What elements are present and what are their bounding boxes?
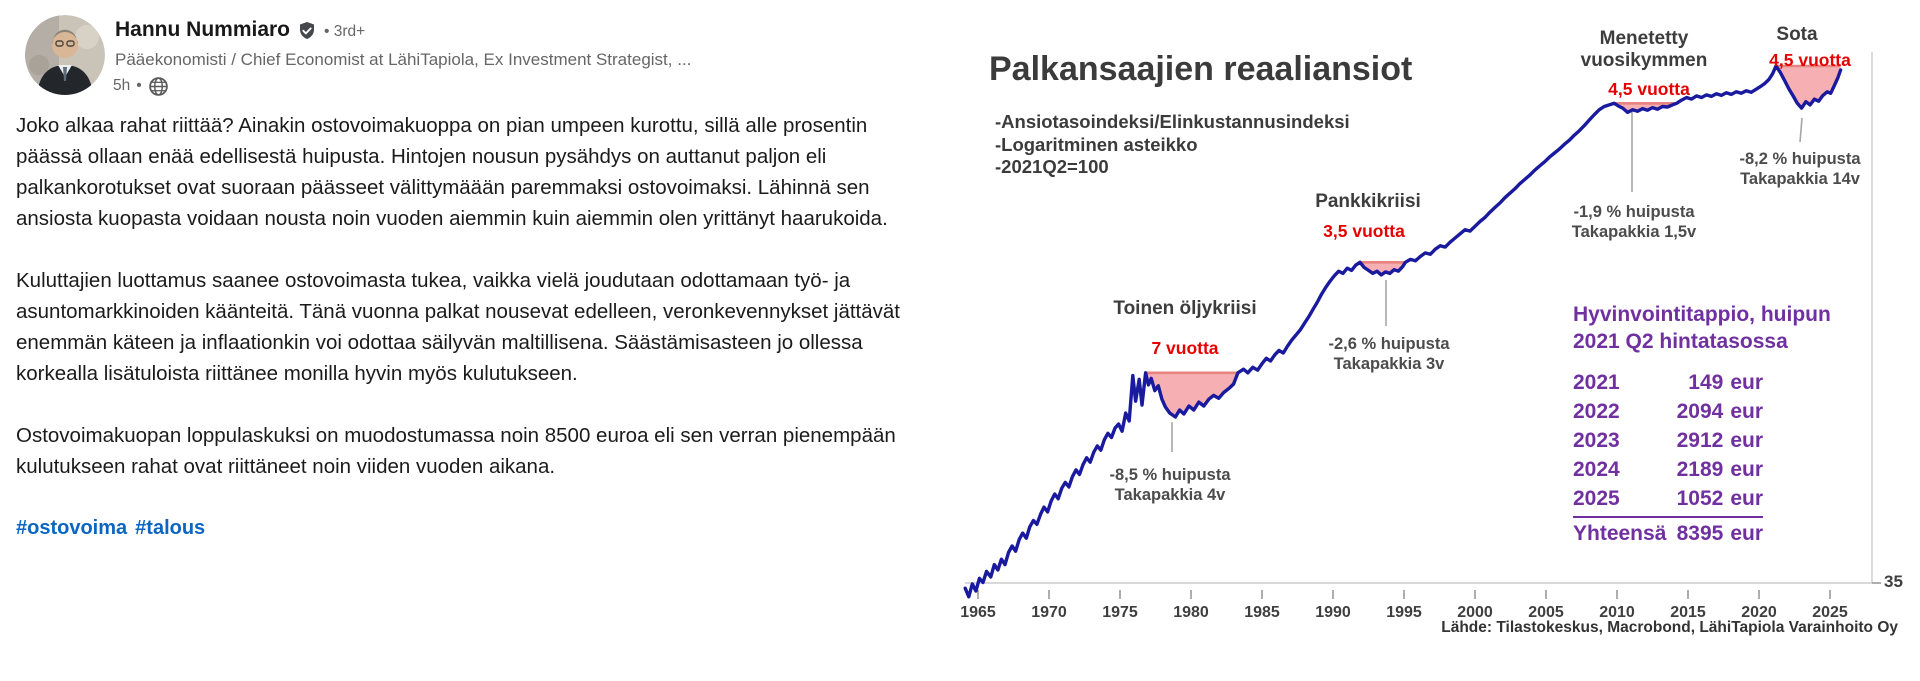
welfare-cell: eur (1730, 458, 1763, 481)
welfare-cell: eur (1730, 487, 1763, 510)
welfare-cell: 2094 (1676, 400, 1724, 423)
crisis-duration-label: 7 vuotta (1151, 338, 1219, 358)
x-tick-label: 1990 (1315, 604, 1351, 621)
crisis-duration-label: 4,5 vuotta (1769, 50, 1851, 70)
chart-title: Palkansaajien reaaliansiot (989, 50, 1413, 88)
hashtag-link[interactable]: #ostovoima (16, 517, 128, 539)
earnings-line (963, 64, 1843, 599)
x-tick-label: 2025 (1812, 604, 1848, 621)
welfare-cell: 149 (1688, 371, 1724, 394)
welfare-cell: eur (1730, 522, 1763, 545)
crisis-note-label: -8,5 % huipusta Takapakkia 4v (1109, 466, 1231, 504)
post-body: Joko alkaa rahat riittää? Ainakin ostovo… (16, 110, 918, 544)
chart-subtitle-line: -Ansiotasoindeksi/Elinkustannusindeksi (995, 111, 1350, 132)
welfare-cell: 2025 (1573, 487, 1620, 510)
meta-separator: • (136, 77, 142, 94)
x-tick-label: 1980 (1173, 604, 1209, 621)
post-paragraph: Ostovoimakuopan loppulaskuksi on muodost… (16, 424, 896, 478)
crisis-note-label: -2,6 % huipusta Takapakkia 3v (1328, 335, 1450, 373)
earnings-chart: 1965 1970 1975 1980 1985 1990 1995 2000 2005 2010… (940, 0, 1920, 681)
avatar[interactable] (25, 15, 105, 95)
crisis-label: Menetetty vuosikymmen (1580, 28, 1708, 71)
welfare-cell: Yhteensä (1573, 522, 1667, 545)
welfare-table-row: 2025 1052 eur (1573, 487, 1763, 518)
welfare-table-row: 2024 2189 eur (1573, 458, 1763, 487)
welfare-table: 2021 149 eur 2022 2094 eur 2023 2912 eur 2024 2189… (1573, 371, 1763, 551)
chart-source: Lähde: Tilastokeskus, Macrobond, LähiTap… (1441, 619, 1898, 636)
welfare-cell: 2022 (1573, 400, 1620, 423)
crisis-duration-label: 3,5 vuotta (1323, 221, 1405, 241)
welfare-table-row: 2021 149 eur (1573, 371, 1763, 400)
chart-subtitle-line: -Logaritminen asteikko (995, 133, 1198, 155)
welfare-cell: 2024 (1573, 458, 1620, 481)
x-tick-label: 2020 (1741, 604, 1777, 621)
crisis-region-fill (1145, 372, 1238, 417)
welfare-table-row: 2023 2912 eur (1573, 429, 1763, 458)
chart-subtitle-line: -2021Q2=100 (995, 156, 1109, 177)
crisis-label: Pankkikriisi (1315, 191, 1421, 212)
post-paragraph: Kuluttajien luottamus saanee ostovoimast… (16, 269, 900, 385)
author-headline: Pääekonomisti / Chief Economist at LähiT… (115, 50, 692, 69)
annotation-connector (1799, 117, 1803, 143)
x-tick-label: 1965 (960, 604, 996, 621)
globe-icon (148, 77, 168, 96)
welfare-cell: 2189 (1676, 458, 1724, 481)
welfare-table-title: Hyvinvointitappio, huipun 2021 Q2 hintat… (1573, 303, 1831, 353)
welfare-cell: eur (1730, 429, 1763, 452)
crisis-note-label: -1,9 % huipusta Takapakkia 1,5v (1571, 203, 1697, 241)
post-time: 5h (113, 77, 131, 94)
connection-degree: • 3rd+ (324, 22, 366, 40)
post-paragraph: Joko alkaa rahat riittää? Ainakin ostovo… (16, 114, 888, 230)
crisis-label: Sota (1776, 24, 1818, 45)
x-tick-label: 2010 (1599, 604, 1635, 621)
hashtag-link[interactable]: #talous (135, 517, 206, 539)
welfare-cell: 2912 (1676, 429, 1724, 452)
x-tick-label: 2000 (1457, 604, 1493, 621)
x-tick-label: 2005 (1528, 604, 1564, 621)
y-axis-tick-label: 35 (1884, 572, 1903, 591)
x-tick-label: 2015 (1670, 604, 1706, 621)
welfare-cell: 2023 (1573, 429, 1620, 452)
x-tick-label: 1995 (1386, 604, 1422, 621)
welfare-cell: 8395 (1676, 522, 1724, 545)
crisis-duration-label: 4,5 vuotta (1608, 79, 1690, 99)
welfare-cell: 1052 (1676, 487, 1724, 510)
linkedin-post: Hannu Nummiaro • 3rd+ Pääekonomisti / Ch… (0, 0, 940, 681)
welfare-table-row: Yhteensä 8395 eur (1573, 522, 1763, 551)
welfare-cell: eur (1730, 371, 1763, 394)
crisis-label: Toinen öljykriisi (1113, 298, 1257, 319)
post-meta: 5h • (113, 75, 169, 97)
x-tick-label: 1985 (1244, 604, 1280, 621)
post-hashtags: #ostovoima #talous (16, 513, 918, 544)
x-tick-label: 1970 (1031, 604, 1067, 621)
crisis-note-label: -8,2 % huipusta Takapakkia 14v (1739, 150, 1861, 188)
avatar-photo (25, 15, 105, 95)
chart-canvas: 1965 1970 1975 1980 1985 1990 1995 2000 2005 2010… (960, 52, 1881, 621)
author-name[interactable]: Hannu Nummiaro (115, 18, 291, 41)
welfare-cell: eur (1730, 400, 1763, 423)
author-row: Hannu Nummiaro • 3rd+ (115, 18, 365, 42)
welfare-table-row: 2022 2094 eur (1573, 400, 1763, 429)
verified-shield-icon (300, 22, 315, 39)
x-tick-label: 1975 (1102, 604, 1138, 621)
crisis-region-fill (1776, 66, 1841, 109)
welfare-cell: 2021 (1573, 371, 1620, 394)
chart-subtitle: -Ansiotasoindeksi/Elinkustannusindeksi -… (995, 111, 1350, 179)
